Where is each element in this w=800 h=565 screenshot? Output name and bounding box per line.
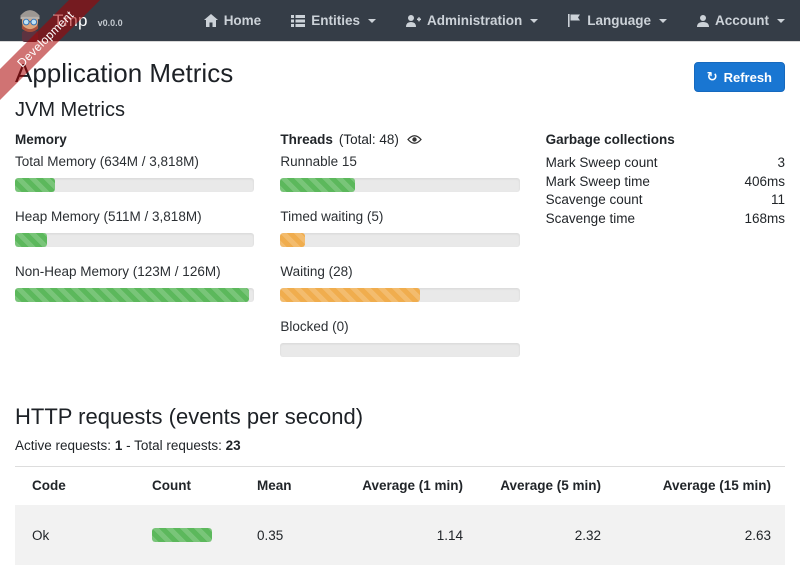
jvm-metrics-title: JVM Metrics (15, 99, 125, 121)
brand-version: v0.0.0 (97, 17, 123, 28)
gc-row: Scavenge count 11 (546, 191, 785, 210)
page-title: Application Metrics (15, 58, 234, 88)
nav-item-entities[interactable]: Entities (291, 13, 376, 28)
chevron-down-icon (367, 18, 376, 23)
thread-metric: Waiting (28) (280, 264, 520, 302)
cell-code: Ok (32, 527, 50, 543)
col-header-avg15: Average (15 min) (662, 478, 771, 493)
main-content: Application Metrics ↻ Refresh JVM Metric… (0, 58, 800, 565)
memory-column: Memory Total Memory (634M / 3,818M) Heap… (15, 132, 255, 374)
nav-label: Home (223, 13, 262, 28)
memory-metric: Non-Heap Memory (123M / 126M) (15, 264, 255, 302)
memory-title: Memory (15, 132, 67, 147)
metric-label: Heap Memory (511M / 3,818M) (15, 209, 202, 224)
gc-column: Garbage collections Mark Sweep count 3 M… (546, 132, 785, 374)
memory-metric: Total Memory (634M / 3,818M) (15, 154, 255, 192)
metric-label: Runnable 15 (280, 154, 357, 169)
col-header-code: Code (32, 478, 66, 493)
thread-metric: Blocked (0) (280, 319, 520, 357)
http-requests-summary: Active requests: 1 - Total requests: 23 (15, 438, 785, 453)
flag-icon (568, 14, 581, 27)
count-progress-bar (152, 528, 212, 542)
http-requests-table: Code Count Mean Average (1 min) Average … (15, 466, 785, 565)
gc-value: 168ms (744, 210, 785, 226)
active-requests-label: Active requests: (15, 438, 112, 453)
metric-label: Waiting (28) (280, 264, 353, 279)
nav-item-account[interactable]: Account (697, 13, 785, 28)
metric-label: Timed waiting (5) (280, 209, 384, 224)
cell-avg5: 2.32 (574, 527, 601, 543)
chevron-down-icon (777, 18, 785, 23)
cell-avg15: 2.63 (744, 527, 771, 543)
progress-bar (15, 288, 255, 302)
nav-label: Administration (426, 13, 523, 28)
table-row: Ok 0.35 1.14 2.32 2.63 (15, 505, 785, 565)
chevron-down-icon (659, 18, 667, 23)
list-icon (291, 14, 306, 27)
table-header-row: Code Count Mean Average (1 min) Average … (15, 467, 785, 506)
gc-row: Mark Sweep time 406ms (546, 173, 785, 192)
nav-label: Entities (311, 13, 360, 28)
total-requests-label: - Total requests: (126, 438, 222, 453)
progress-bar (280, 288, 520, 302)
eye-icon[interactable] (407, 134, 422, 145)
threads-total: (Total: 48) (338, 132, 399, 147)
thread-metric: Timed waiting (5) (280, 209, 520, 247)
refresh-label: Refresh (723, 69, 772, 85)
user-plus-icon (405, 14, 421, 27)
total-requests-value: 23 (225, 438, 241, 453)
gc-label: Scavenge time (545, 210, 635, 226)
col-header-avg1: Average (1 min) (362, 478, 463, 493)
top-navbar: Tmp v0.0.0 Home Entities Administration … (0, 0, 800, 42)
cell-mean: 0.35 (257, 527, 284, 543)
home-icon (203, 14, 218, 27)
metric-label: Non-Heap Memory (123M / 126M) (15, 264, 221, 279)
gc-value: 3 (777, 155, 785, 170)
thread-metric: Runnable 15 (280, 154, 520, 192)
user-icon (697, 14, 709, 27)
refresh-icon: ↻ (706, 69, 718, 84)
brand-link[interactable]: Tmp v0.0.0 (15, 0, 123, 42)
metric-label: Blocked (0) (280, 319, 349, 334)
brand-name: Tmp (53, 10, 88, 30)
nav-item-administration[interactable]: Administration (405, 13, 539, 28)
nav-item-language[interactable]: Language (568, 13, 667, 28)
refresh-button[interactable]: ↻ Refresh (693, 62, 785, 92)
nav-label: Account (715, 13, 769, 28)
gc-row: Scavenge time 168ms (546, 210, 785, 229)
memory-metric: Heap Memory (511M / 3,818M) (15, 209, 255, 247)
gc-title: Garbage collections (545, 132, 675, 147)
gc-row: Mark Sweep count 3 (546, 154, 785, 173)
active-requests-value: 1 (114, 438, 123, 453)
progress-bar (280, 343, 520, 357)
cell-count (135, 505, 240, 565)
col-header-count: Count (152, 478, 191, 493)
progress-bar (280, 178, 520, 192)
cell-avg1: 1.14 (436, 527, 463, 543)
gc-label: Scavenge count (545, 192, 643, 207)
threads-title: Threads (280, 132, 333, 147)
gc-value: 406ms (744, 173, 785, 189)
progress-bar (15, 233, 255, 247)
gc-label: Mark Sweep time (545, 173, 650, 189)
col-header-avg5: Average (5 min) (500, 478, 601, 493)
http-requests-title: HTTP requests (events per second) (15, 404, 364, 429)
progress-bar (15, 178, 255, 192)
jhipster-logo-icon (20, 9, 40, 42)
gc-label: Mark Sweep count (545, 155, 658, 170)
chevron-down-icon (530, 18, 539, 23)
nav-menu: Home Entities Administration Language Ac… (203, 13, 785, 28)
metric-label: Total Memory (634M / 3,818M) (15, 154, 199, 169)
col-header-mean: Mean (257, 478, 292, 493)
nav-item-home[interactable]: Home (203, 13, 262, 28)
jvm-metrics-grid: Memory Total Memory (634M / 3,818M) Heap… (15, 132, 785, 374)
nav-label: Language (587, 13, 651, 28)
progress-bar (280, 233, 520, 247)
threads-column: Threads (Total: 48) Runnable 15 Timed wa… (280, 132, 520, 374)
gc-value: 11 (770, 192, 785, 207)
